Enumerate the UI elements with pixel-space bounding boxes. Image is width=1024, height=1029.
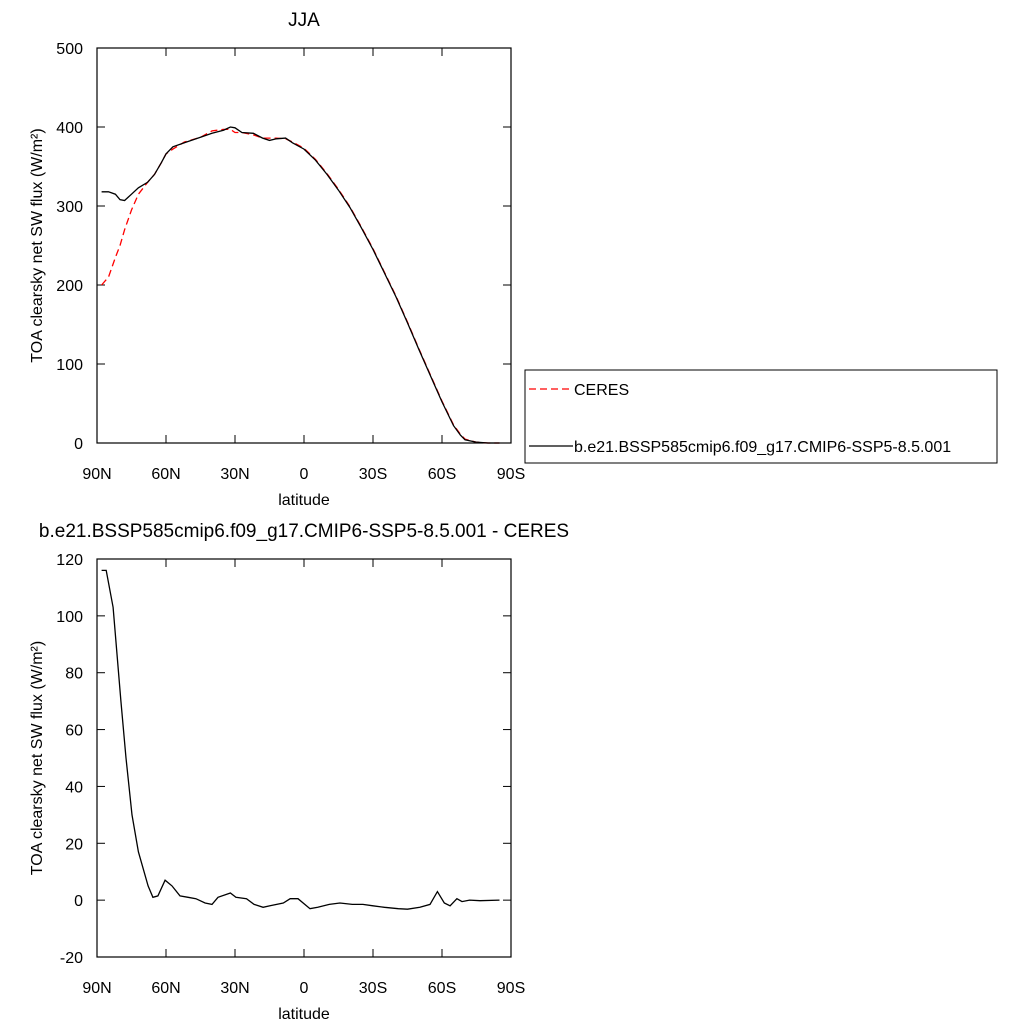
x-tick-label: 90N — [82, 980, 111, 997]
x-tick-label: 60N — [151, 980, 180, 997]
y-tick-label: 200 — [56, 278, 83, 295]
x-tick-label: 30N — [220, 980, 249, 997]
x-tick-label: 60S — [428, 980, 456, 997]
y-tick-label: 60 — [65, 723, 83, 740]
x-tick-label: 60S — [428, 466, 456, 483]
x-tick-label: 60N — [151, 466, 180, 483]
y-tick-label: 0 — [74, 436, 83, 453]
x-tick-label: 30N — [220, 466, 249, 483]
x-tick-label: 0 — [300, 466, 309, 483]
y-tick-label: 20 — [65, 836, 83, 853]
legend-label: b.e21.BSSP585cmip6.f09_g17.CMIP6-SSP5-8.… — [574, 439, 951, 456]
x-axis-label: latitude — [278, 492, 330, 509]
x-tick-label: 90N — [82, 466, 111, 483]
plot-frame — [96, 558, 512, 958]
y-axis-label: TOA clearsky net SW flux (W/m²) — [29, 641, 46, 875]
chart-title: b.e21.BSSP585cmip6.f09_g17.CMIP6-SSP5-8.… — [39, 521, 569, 542]
x-tick-label: 90S — [497, 980, 525, 997]
line-series — [101, 569, 500, 910]
line-series — [101, 126, 500, 444]
y-tick-label: 0 — [74, 893, 83, 910]
plot-frame — [96, 47, 512, 444]
y-tick-label: 120 — [56, 552, 83, 569]
y-axis-label: TOA clearsky net SW flux (W/m²) — [29, 128, 46, 362]
x-axis-label: latitude — [278, 1006, 330, 1023]
y-tick-label: 300 — [56, 199, 83, 216]
y-tick-label: 500 — [56, 41, 83, 58]
y-tick-label: -20 — [60, 950, 83, 967]
x-tick-label: 90S — [497, 466, 525, 483]
x-tick-label: 30S — [359, 466, 387, 483]
x-tick-label: 30S — [359, 980, 387, 997]
x-tick-label: 0 — [300, 980, 309, 997]
legend-label: CERES — [574, 382, 629, 399]
y-tick-label: 400 — [56, 120, 83, 137]
legend-box — [524, 369, 998, 464]
y-tick-label: 40 — [65, 779, 83, 796]
y-tick-label: 80 — [65, 666, 83, 683]
y-tick-label: 100 — [56, 609, 83, 626]
chart-title: JJA — [288, 10, 320, 31]
y-tick-label: 100 — [56, 357, 83, 374]
